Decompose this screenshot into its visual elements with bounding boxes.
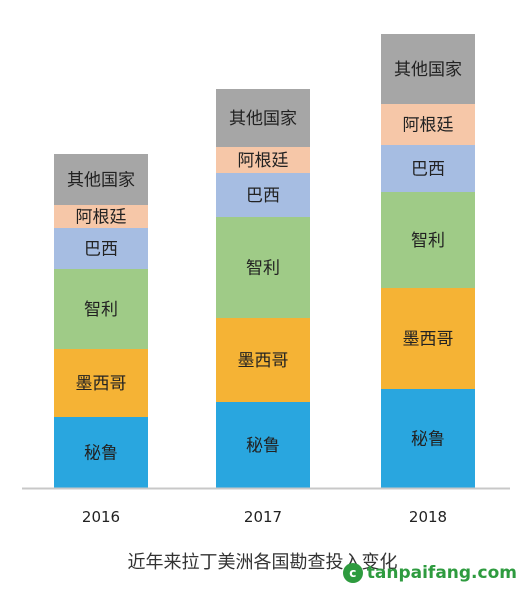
x-tick-label: 2016 [82,508,120,526]
segment-label: 墨西哥 [76,374,127,394]
bar-segment [54,228,148,269]
bar-segment [216,147,310,173]
segment-label: 阿根廷 [76,208,127,228]
segment-label: 其他国家 [394,60,462,80]
bar-segment [381,288,475,389]
bar-segment [54,154,148,205]
segment-label: 秘鲁 [84,444,118,464]
segment-label: 墨西哥 [238,351,289,371]
bar-segment [216,402,310,488]
bar-segment [216,217,310,318]
segment-label: 墨西哥 [403,330,454,350]
bar-segment [54,205,148,228]
bar-segment [381,192,475,288]
bar-segment [381,145,475,192]
segment-label: 秘鲁 [411,430,445,450]
segment-label: 阿根廷 [238,151,289,171]
bar-segment [54,269,148,349]
chart-caption: 近年来拉丁美洲各国勘查投入变化 [127,552,398,573]
bar-segment [54,349,148,417]
x-tick-label: 2017 [244,508,282,526]
bar-segment [216,89,310,147]
segment-label: 巴西 [246,186,280,206]
segment-label: 其他国家 [229,109,297,129]
segment-label: 阿根廷 [403,116,454,136]
segment-label: 巴西 [411,160,445,180]
segment-label: 智利 [84,300,118,320]
leaf-logo-icon: c [342,563,363,583]
bar-segment [381,34,475,104]
segment-label: 其他国家 [67,171,135,191]
segment-label: 巴西 [84,240,118,260]
segment-label: 智利 [246,259,280,279]
bar-segment [381,104,475,145]
stacked-bar-chart: 秘鲁墨西哥智利巴西阿根廷其他国家2016秘鲁墨西哥智利巴西阿根廷其他国家2017… [22,34,510,526]
bar-segment [381,389,475,488]
bar-segment [216,318,310,402]
segment-label: 智利 [411,231,445,251]
segment-label: 秘鲁 [246,436,280,456]
bar-segment [54,417,148,488]
bar-segment [216,173,310,217]
x-tick-label: 2018 [409,508,447,526]
watermark: c tanpaifang.com [342,563,517,583]
watermark-text: tanpaifang.com [366,563,517,583]
